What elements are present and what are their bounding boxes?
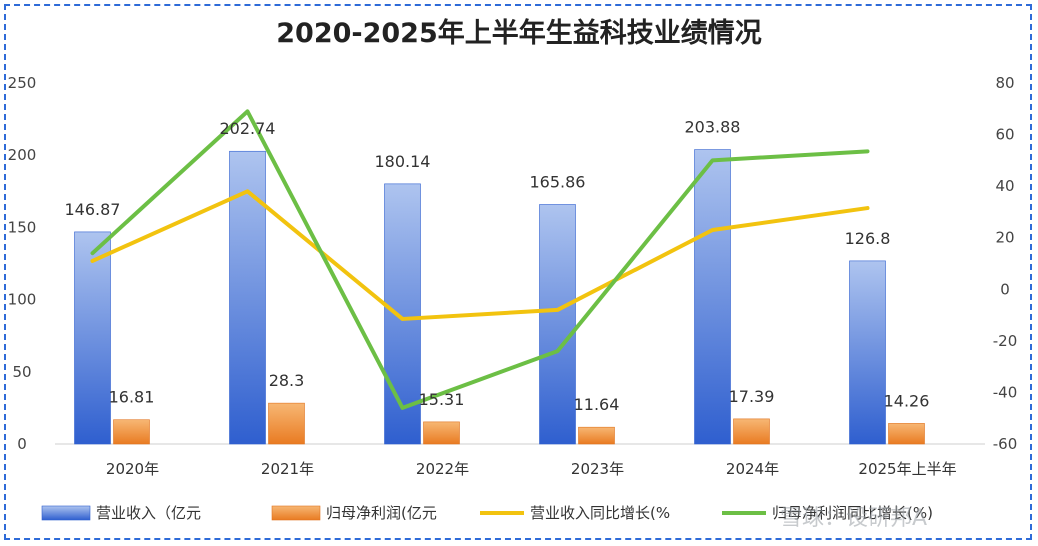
x-tick-label: 2021年 (261, 460, 314, 478)
chart-title: 2020-2025年上半年生益科技业绩情况 (276, 17, 762, 49)
y-right-tick-label: 0 (1000, 280, 1010, 298)
revenue-data-label: 180.14 (375, 152, 431, 171)
x-tick-label: 2022年 (416, 460, 469, 478)
y-left-tick-label: 200 (8, 146, 37, 164)
legend-net-profit-label: 归母净利润(亿元 (326, 504, 437, 522)
net-profit-data-label: 16.81 (109, 388, 155, 407)
watermark: 雪球：设研邦A (780, 506, 927, 531)
net-profit-bar (578, 426, 615, 445)
y-right-tick-label: 60 (995, 126, 1014, 144)
y-left-tick-label: 100 (8, 291, 37, 309)
revenue-bar (384, 183, 421, 445)
net-profit-bar (733, 418, 770, 445)
net-profit-data-label: 11.64 (574, 395, 620, 414)
y-right-tick-label: 80 (995, 74, 1014, 92)
y-right-tick-label: 40 (995, 177, 1014, 195)
revenue-data-label: 146.87 (65, 200, 121, 219)
revenue-growth-line (90, 189, 870, 321)
legend-revenue-label: 营业收入（亿元 (96, 504, 201, 522)
revenue-data-label: 126.8 (845, 229, 891, 248)
net-profit-bar (423, 421, 460, 445)
legend-revenue-growth-label: 营业收入同比增长(% (530, 504, 670, 522)
revenue-data-label: 165.86 (530, 172, 586, 191)
y-left-tick-label: 250 (8, 74, 37, 92)
net-profit-data-label: 14.26 (884, 391, 930, 410)
x-tick-label: 2020年 (106, 460, 159, 478)
net-profit-data-label: 15.31 (419, 390, 465, 409)
y-right-tick-label: -40 (993, 383, 1018, 401)
y-left-tick-label: 0 (17, 435, 27, 453)
net-profit-growth-line (90, 109, 870, 410)
revenue-data-label: 202.74 (220, 119, 276, 138)
x-tick-label: 2023年 (571, 460, 624, 478)
net-profit-bar (113, 419, 150, 445)
net-profit-bar (888, 423, 925, 445)
x-tick-label: 2025年上半年 (858, 460, 956, 478)
x-tick-label: 2024年 (726, 460, 779, 478)
revenue-data-label: 203.88 (685, 118, 741, 137)
y-right-tick-label: 20 (995, 229, 1014, 247)
revenue-bar (539, 204, 576, 445)
legend-net-profit-growth-label: 归母净利润同比增长(%) (772, 504, 933, 522)
net-profit-data-label: 17.39 (729, 387, 775, 406)
y-left-tick-label: 150 (8, 218, 37, 236)
net-profit-data-label: 28.3 (269, 371, 305, 390)
net-profit-bar (268, 402, 305, 445)
y-left-tick-label: 50 (12, 363, 31, 381)
revenue-bar (74, 231, 111, 445)
revenue-bar (849, 260, 886, 445)
legend-revenue-swatch (41, 505, 91, 521)
y-right-tick-label: -60 (993, 435, 1018, 453)
legend-net-profit-swatch (271, 505, 321, 521)
y-right-tick-label: -20 (993, 332, 1018, 350)
revenue-bar (694, 149, 731, 445)
